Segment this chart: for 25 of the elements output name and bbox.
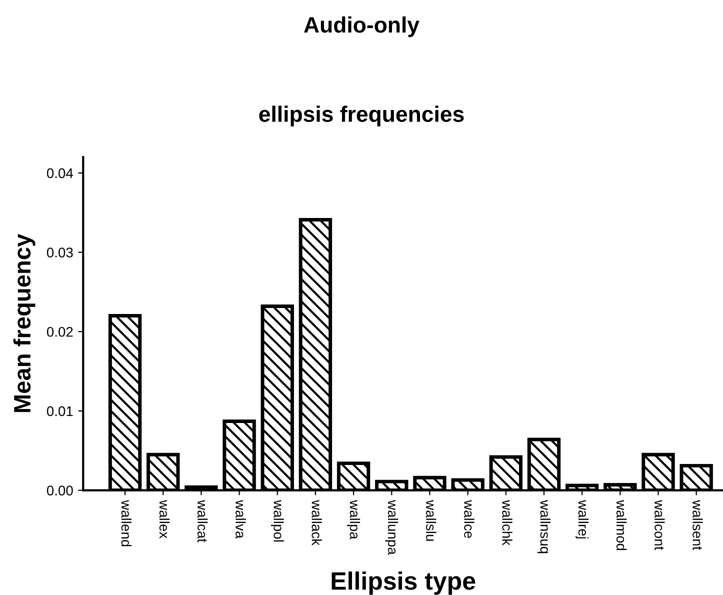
x-tick-label: wallcat	[197, 500, 208, 542]
x-tick-label: wallack	[312, 500, 322, 546]
x-tick-label: wallce	[464, 500, 474, 538]
y-tick-label: 0.03	[46, 248, 73, 258]
x-tick-label: wallcont	[654, 500, 665, 550]
y-axis-title: Mean frequency	[13, 234, 36, 412]
x-tick-label: wallex	[159, 500, 170, 538]
x-tick-label: wallchk	[502, 500, 512, 546]
chart-title: Audio-only	[304, 16, 420, 38]
x-tick-label: wallunpa	[385, 500, 398, 555]
x-tick-label: wallpol	[270, 500, 284, 542]
chart-subtitle: ellipsis frequencies	[259, 106, 464, 126]
x-tick-label: wallmod	[616, 500, 627, 550]
x-tick-label: wallsent	[692, 500, 703, 550]
x-tick-label: wallnsuq	[538, 500, 550, 554]
x-tick-label: wallva	[236, 500, 246, 539]
y-tick-label: 0.01	[46, 406, 73, 416]
x-axis-title: Ellipsis type	[332, 571, 476, 595]
x-tick-label: wallpa	[347, 500, 360, 540]
x-tick-label: wallslu	[426, 500, 436, 541]
y-tick-label: 0.02	[46, 326, 73, 337]
x-tick-label: wallrej	[576, 500, 589, 538]
y-tick-label: 0.00	[46, 486, 73, 496]
x-tick-label: wallend	[121, 500, 132, 546]
y-tick-label: 0.04	[46, 168, 74, 178]
